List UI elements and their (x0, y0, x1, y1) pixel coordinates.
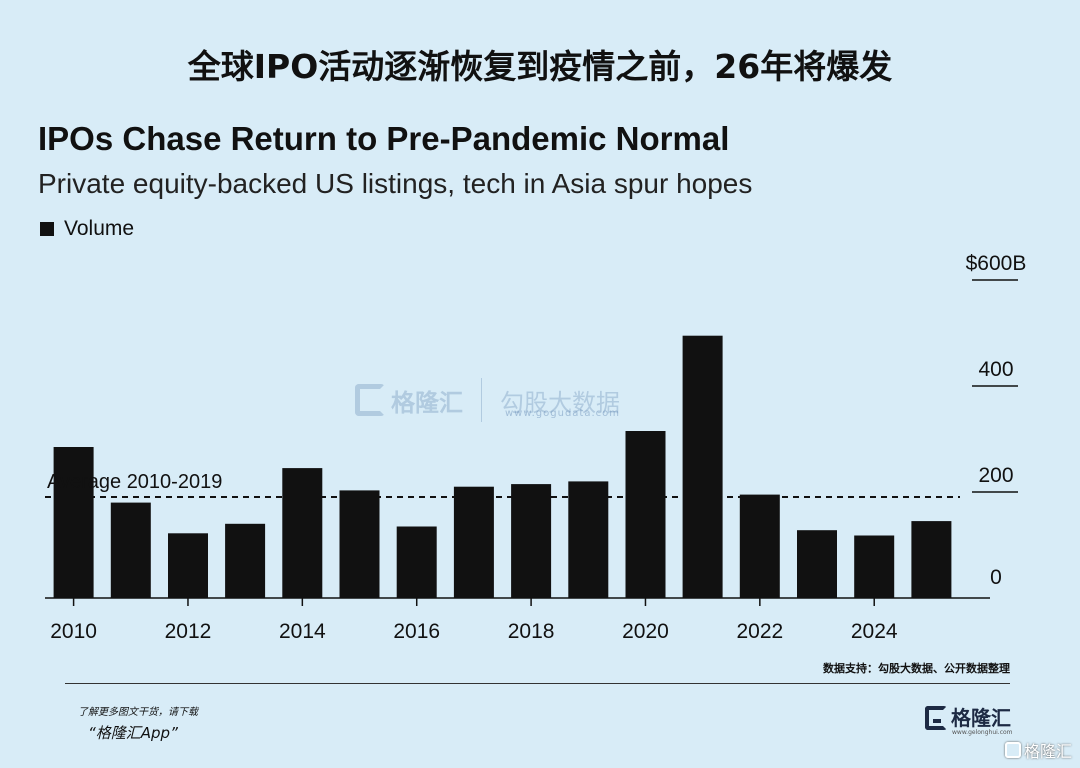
y-axis: 0 200 400 $600B (966, 252, 1027, 589)
watermark-partner: 勾股大数据 (500, 388, 620, 417)
x-axis: 2010 2012 2014 2016 2018 2020 2022 2024 (45, 597, 990, 643)
bar-2022 (739, 494, 780, 598)
corner-watermark-text: 格隆汇 (1023, 742, 1072, 761)
watermark: 格隆汇 勾股大数据 (355, 378, 620, 422)
bar-2019 (568, 481, 609, 598)
watermark-brand: 格隆汇 (391, 388, 463, 417)
bar-2012 (168, 533, 208, 598)
brand-logo-icon (925, 706, 947, 730)
bar-2021 (682, 335, 723, 598)
bar-2016 (396, 526, 437, 598)
x-tick-label-2020: 2020 (622, 620, 669, 643)
brand-logo: 格隆汇 (925, 706, 1011, 730)
legend-label: Volume (64, 217, 135, 240)
bar-2015 (339, 490, 380, 598)
brand-url: www.gelonghui.com (952, 729, 1013, 736)
y-tick-label-600: $600B (966, 252, 1027, 275)
watermark-logo-icon (355, 384, 385, 416)
y-tick-label-0: 0 (990, 566, 1002, 589)
bar-2013 (225, 523, 266, 598)
watermark-url: www.gogudata.com (505, 408, 621, 419)
bar-2025 (911, 521, 952, 598)
footer-divider (65, 683, 1010, 684)
legend-swatch (40, 222, 54, 236)
app-name: “格隆汇App” (88, 724, 178, 742)
y-tick-label-200: 200 (978, 464, 1013, 487)
y-tick-label-400: 400 (978, 358, 1013, 381)
average-label: Average 2010-2019 (47, 471, 222, 493)
bar-2023 (797, 530, 837, 598)
x-tick-label-2024: 2024 (851, 620, 898, 643)
corner-watermark: 格隆汇 (1004, 738, 1072, 762)
data-source: 数据支持：勾股大数据、公开数据整理 (823, 662, 1010, 675)
bar-2011 (110, 502, 151, 598)
chart-title: IPOs Chase Return to Pre-Pandemic Normal (38, 120, 730, 157)
watermark-divider (481, 378, 482, 422)
bar-2024 (854, 535, 895, 598)
bar-2020 (625, 431, 666, 598)
chart-subtitle: Private equity-backed US listings, tech … (38, 168, 753, 199)
headline: 全球IPO活动逐渐恢复到疫情之前，26年将爆发 (187, 47, 893, 86)
chart-legend: Volume (40, 217, 134, 241)
bar-2017 (453, 486, 494, 598)
bars-group (53, 335, 952, 598)
bar-2010 (53, 447, 94, 598)
bar-2018 (511, 484, 552, 598)
average-reference: Average 2010-2019 (45, 471, 960, 498)
x-tick-label-2022: 2022 (736, 620, 783, 643)
x-tick-label-2010: 2010 (50, 620, 97, 643)
x-tick-label-2014: 2014 (279, 620, 326, 643)
bar-2014 (282, 468, 323, 598)
x-tick-label-2012: 2012 (165, 620, 212, 643)
brand-logo-text: 格隆汇 (951, 706, 1011, 730)
x-tick-label-2018: 2018 (508, 620, 555, 643)
download-note: 了解更多图文干货，请下载 (78, 707, 198, 718)
corner-logo-icon (1004, 742, 1021, 758)
x-tick-label-2016: 2016 (393, 620, 440, 643)
